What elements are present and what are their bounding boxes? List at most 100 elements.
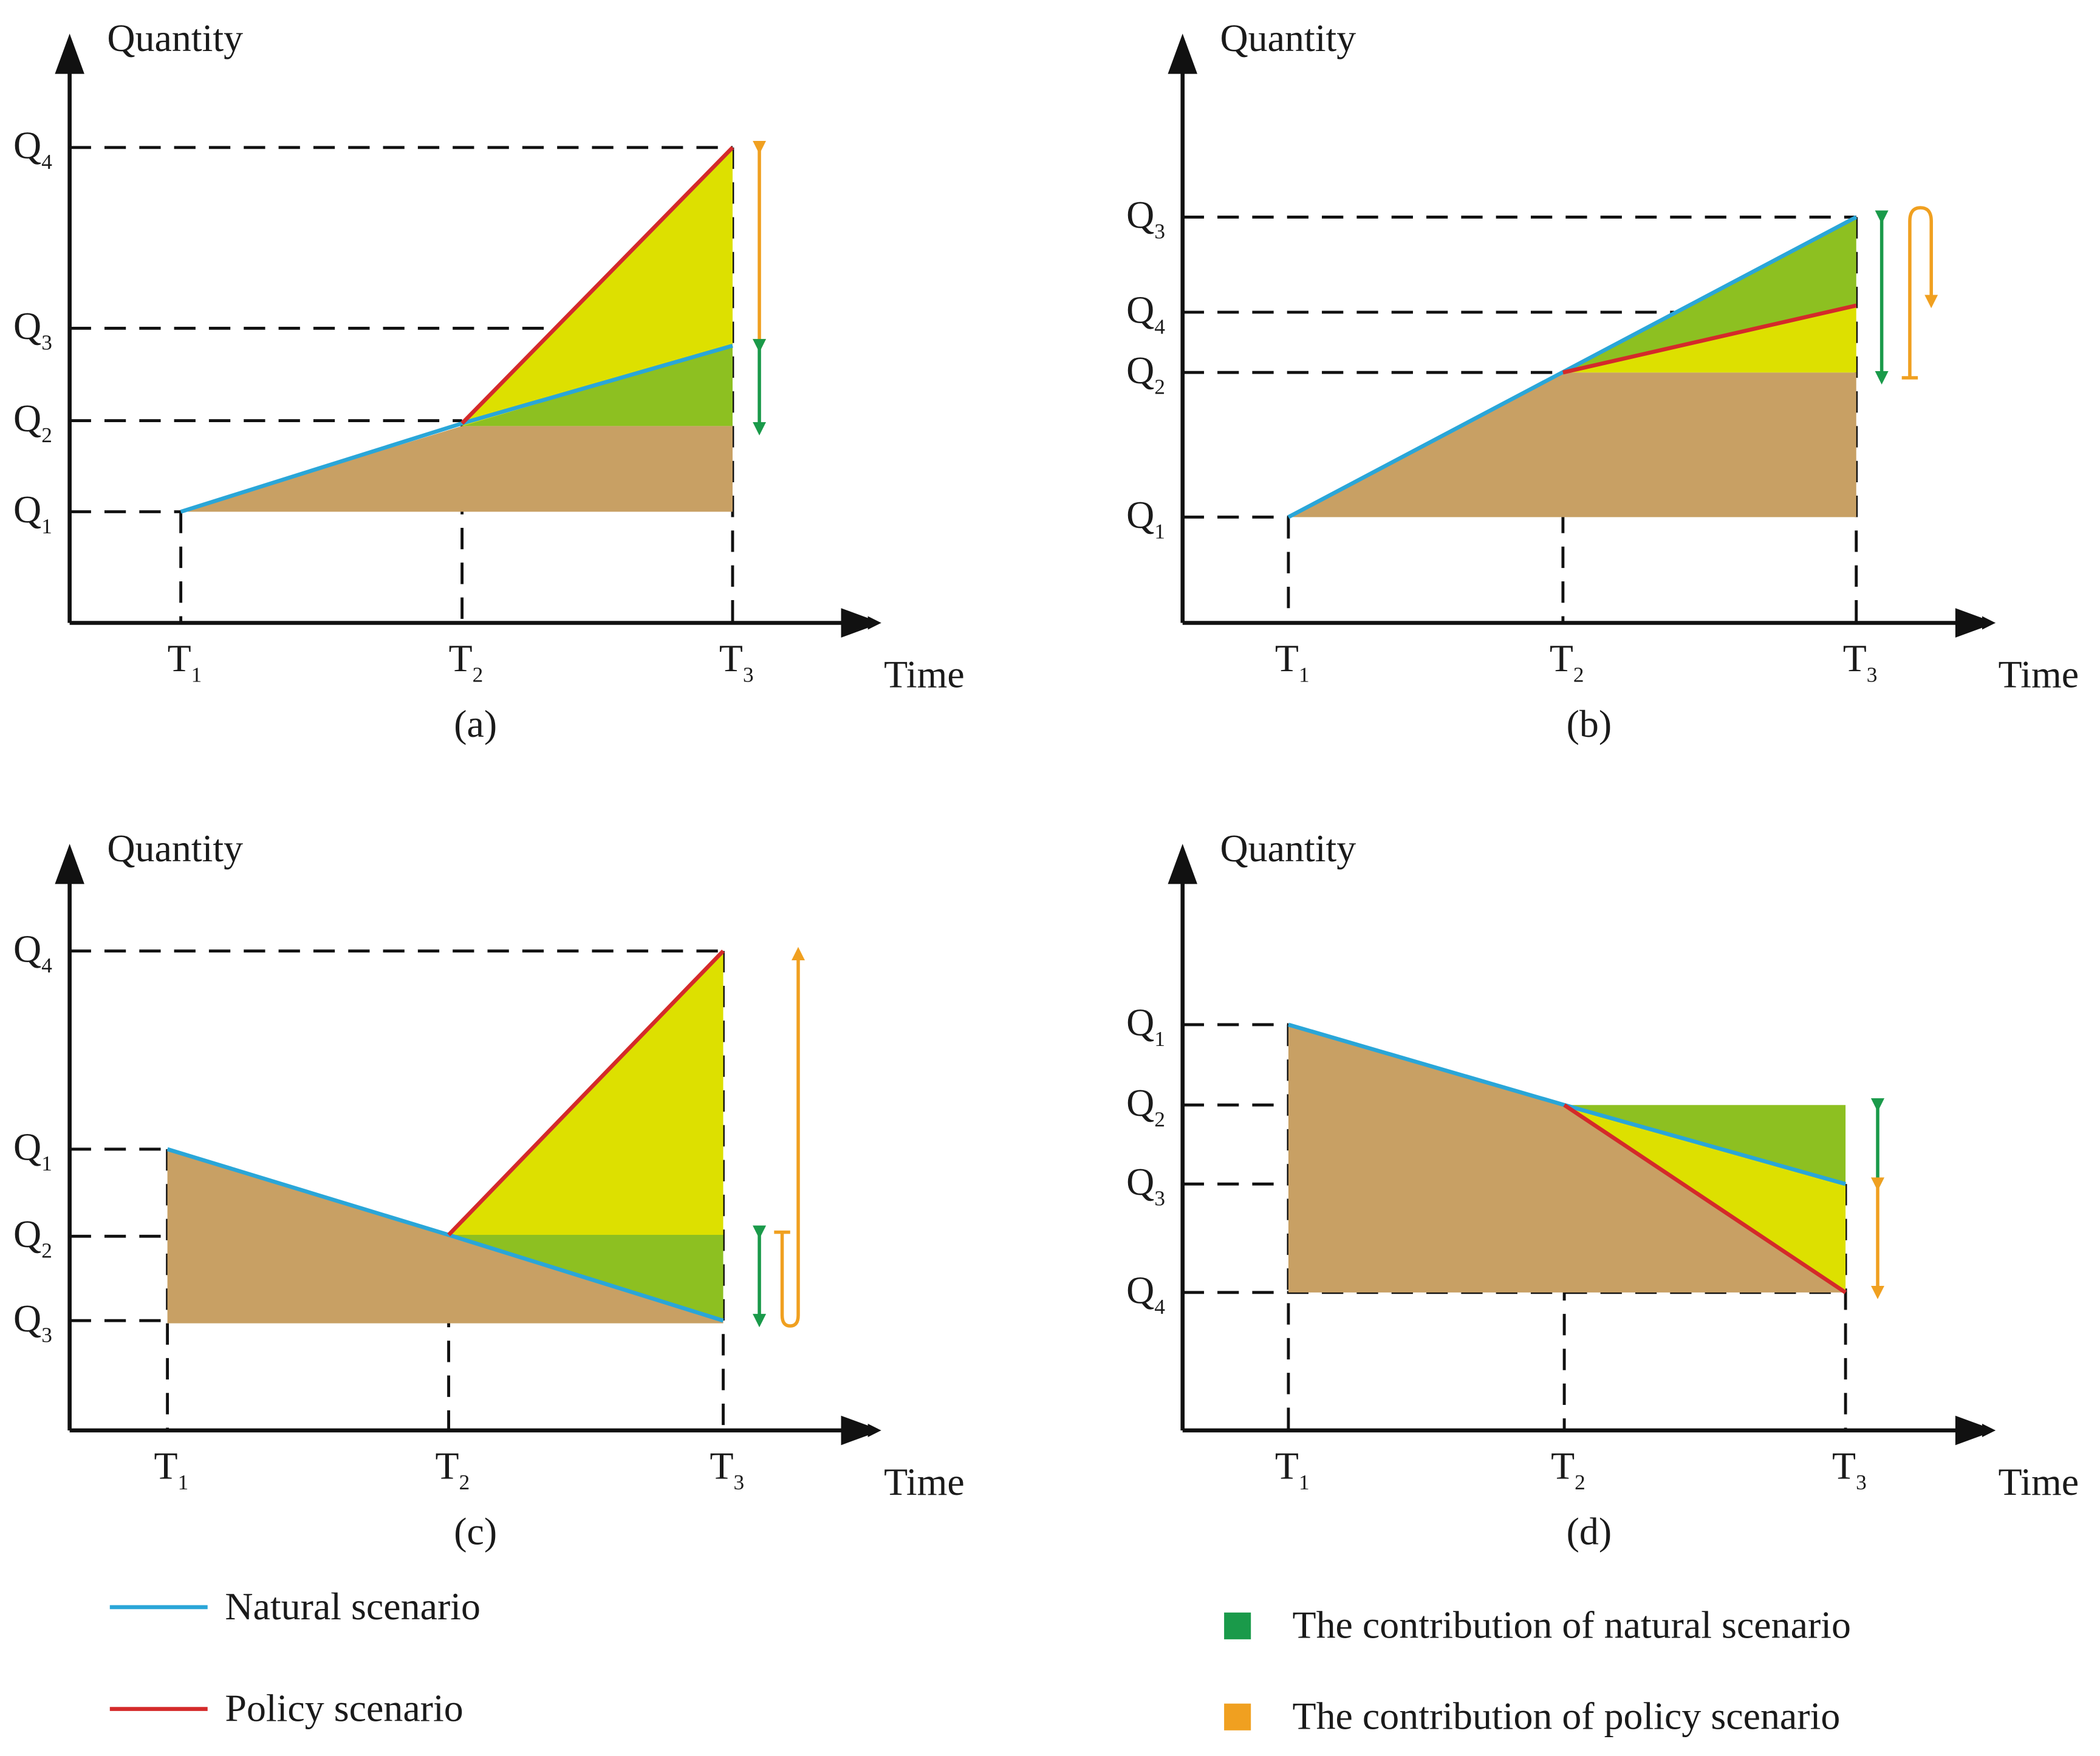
q-tick-label-sub: 3 bbox=[1154, 220, 1165, 244]
x-axis-label: Time bbox=[884, 1460, 965, 1503]
q-tick-label: Q3 bbox=[1126, 193, 1165, 244]
q-tick-label: Q4 bbox=[13, 927, 52, 977]
policy-line bbox=[1562, 303, 1857, 375]
t-tick-label: T3 bbox=[710, 1444, 745, 1494]
legend-label: Natural scenario bbox=[225, 1585, 481, 1628]
q-tick-label-sub: 2 bbox=[41, 1239, 52, 1263]
t-tick-label-sub: 1 bbox=[178, 1471, 189, 1494]
panel-label: (b) bbox=[1567, 702, 1612, 745]
t-tick-label: T2 bbox=[449, 637, 484, 687]
q-tick-label-sub: 4 bbox=[41, 954, 52, 977]
q-tick-label-base: Q bbox=[13, 1126, 41, 1169]
natural-line bbox=[1287, 215, 1858, 519]
q-tick-label: Q2 bbox=[1126, 1081, 1165, 1132]
q-tick-label: Q3 bbox=[1126, 1160, 1165, 1211]
q-tick-label: Q3 bbox=[13, 1297, 52, 1347]
t-tick-label-base: T bbox=[710, 1444, 734, 1487]
t-tick-label-base: T bbox=[449, 637, 473, 680]
q-tick-label-sub: 1 bbox=[41, 514, 52, 538]
t-tick-label: T3 bbox=[1832, 1444, 1867, 1494]
q-tick-label-sub: 2 bbox=[1154, 1107, 1165, 1131]
q-tick-label: Q2 bbox=[13, 1212, 52, 1263]
q-tick-label-base: Q bbox=[1126, 289, 1154, 332]
policy-line bbox=[447, 949, 725, 1237]
q-tick-label: Q4 bbox=[13, 123, 52, 174]
range-arrow bbox=[774, 954, 798, 1328]
t-tick-label-base: T bbox=[436, 1444, 459, 1487]
t-tick-label-sub: 1 bbox=[191, 663, 202, 687]
t-tick-label: T3 bbox=[719, 637, 754, 687]
q-tick-label-base: Q bbox=[13, 1297, 41, 1340]
q-tick-label: Q1 bbox=[1126, 493, 1165, 544]
t-tick-label-base: T bbox=[1551, 1444, 1575, 1487]
q-tick-label-sub: 4 bbox=[41, 150, 52, 174]
region bbox=[1288, 1024, 1846, 1293]
q-tick-label: Q4 bbox=[1126, 289, 1165, 339]
axis-arrowhead bbox=[55, 844, 84, 884]
t-tick-label-sub: 2 bbox=[1575, 1471, 1585, 1494]
q-tick-label-sub: 2 bbox=[1154, 375, 1165, 398]
axis-arrowhead bbox=[1955, 608, 1996, 638]
y-axis-label: Quantity bbox=[107, 827, 243, 870]
legend-label: The contribution of natural scenario bbox=[1293, 1604, 1851, 1647]
q-tick-label-base: Q bbox=[13, 927, 41, 970]
t-tick-label-base: T bbox=[1275, 1444, 1299, 1487]
axis-arrowhead bbox=[55, 33, 84, 74]
q-tick-label-sub: 3 bbox=[1154, 1187, 1165, 1211]
legend-label: The contribution of policy scenario bbox=[1293, 1695, 1841, 1738]
q-tick-label: Q1 bbox=[1126, 1001, 1165, 1051]
q-tick-label-base: Q bbox=[1126, 349, 1154, 392]
t-tick-label-base: T bbox=[168, 637, 191, 680]
t-tick-label: T2 bbox=[1550, 637, 1584, 687]
t-tick-label: T2 bbox=[436, 1444, 470, 1494]
x-axis-label: Time bbox=[884, 652, 965, 695]
range-arrow bbox=[1901, 206, 1932, 380]
t-tick-label: T1 bbox=[1275, 637, 1310, 687]
t-tick-label-sub: 2 bbox=[473, 663, 484, 687]
t-tick-label: T1 bbox=[168, 637, 202, 687]
t-tick-label: T1 bbox=[1275, 1444, 1310, 1494]
t-tick-label-sub: 3 bbox=[734, 1471, 745, 1494]
q-tick-label-sub: 1 bbox=[41, 1152, 52, 1175]
t-tick-label-sub: 3 bbox=[743, 663, 754, 687]
q-tick-label-sub: 3 bbox=[41, 1323, 52, 1347]
axis-arrowhead bbox=[1955, 1415, 1996, 1446]
panel-label: (d) bbox=[1567, 1509, 1612, 1553]
policy-line bbox=[460, 146, 734, 425]
region bbox=[180, 426, 733, 512]
q-tick-label: Q2 bbox=[13, 397, 52, 447]
q-tick-label-sub: 4 bbox=[1154, 315, 1165, 338]
q-tick-label-base: Q bbox=[13, 397, 41, 440]
q-tick-label-base: Q bbox=[1126, 1160, 1154, 1203]
q-tick-label-sub: 1 bbox=[1154, 1027, 1165, 1051]
y-axis-label: Quantity bbox=[1220, 827, 1356, 870]
q-tick-label-base: Q bbox=[1126, 1081, 1154, 1124]
region bbox=[1288, 372, 1856, 518]
t-tick-label-sub: 3 bbox=[1867, 663, 1878, 687]
panel-label: (c) bbox=[454, 1509, 497, 1553]
t-tick-label-sub: 2 bbox=[459, 1471, 470, 1494]
t-tick-label-sub: 2 bbox=[1573, 663, 1584, 687]
q-tick-label: Q2 bbox=[1126, 349, 1165, 399]
q-tick-label-sub: 2 bbox=[41, 423, 52, 447]
q-tick-label: Q1 bbox=[13, 1126, 52, 1176]
t-tick-label-base: T bbox=[1843, 637, 1867, 680]
x-axis-label: Time bbox=[1998, 652, 2079, 695]
q-tick-label: Q4 bbox=[1126, 1268, 1165, 1319]
q-tick-label: Q3 bbox=[13, 304, 52, 355]
t-tick-label-sub: 1 bbox=[1299, 663, 1310, 687]
t-tick-label-base: T bbox=[1550, 637, 1573, 680]
t-tick-label: T1 bbox=[154, 1444, 189, 1494]
q-tick-label-base: Q bbox=[1126, 493, 1154, 536]
axis-arrowhead bbox=[1168, 33, 1198, 74]
t-tick-label: T3 bbox=[1843, 637, 1878, 687]
y-axis-label: Quantity bbox=[107, 16, 243, 60]
t-tick-label-base: T bbox=[154, 1444, 178, 1487]
q-tick-label-base: Q bbox=[13, 488, 41, 531]
y-axis-label: Quantity bbox=[1220, 16, 1356, 60]
legend-swatch bbox=[1224, 1703, 1251, 1730]
panel-label: (a) bbox=[454, 702, 497, 745]
t-tick-label-base: T bbox=[1275, 637, 1299, 680]
